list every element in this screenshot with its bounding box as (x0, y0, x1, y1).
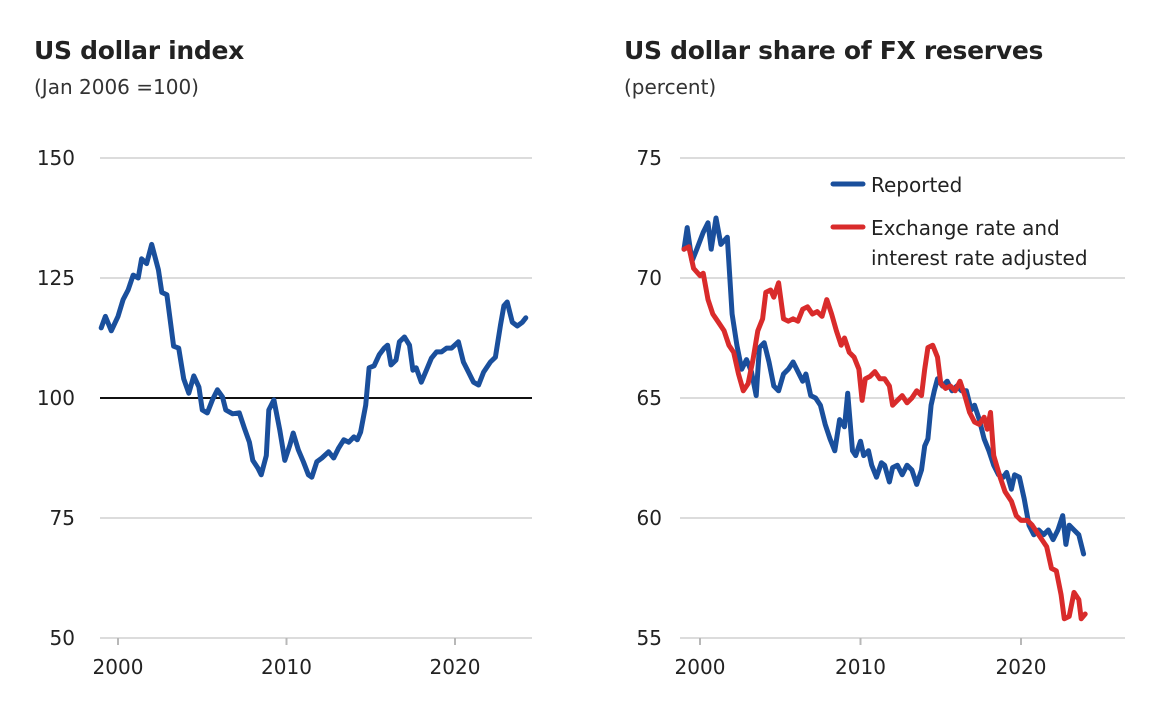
legend-label: Reported (871, 173, 962, 197)
y-tick-label: 150 (37, 146, 75, 170)
y-tick-label: 75 (637, 146, 662, 170)
series-line-us-dollar-index (98, 241, 529, 480)
x-tick-label: 2010 (261, 655, 312, 679)
y-tick-label: 55 (637, 626, 662, 650)
y-tick-label: 65 (637, 386, 662, 410)
y-tick-label: 125 (37, 266, 75, 290)
x-tick-label: 2010 (835, 655, 886, 679)
y-tick-label: 50 (50, 626, 75, 650)
series-line-reported (681, 215, 1087, 557)
right-chart: 55 60 65 70 75 2000 2010 2020 Reported Exchange r… (637, 146, 1125, 679)
x-tick-label: 2000 (675, 655, 726, 679)
x-tick-label: 2020 (430, 655, 481, 679)
right-chart-subtitle: (percent) (624, 75, 717, 99)
left-chart-title: US dollar index (34, 36, 244, 65)
x-tick-label: 2020 (996, 655, 1047, 679)
left-chart: 50 75 100 125 150 2000 2010 2020 (37, 146, 532, 679)
x-tick-label: 2000 (93, 655, 144, 679)
left-chart-subtitle: (Jan 2006 =100) (34, 75, 199, 99)
legend-label: Exchange rate and (871, 216, 1060, 240)
right-chart-title: US dollar share of FX reserves (624, 36, 1044, 65)
legend-label: interest rate adjusted (871, 246, 1088, 270)
y-tick-label: 60 (637, 506, 662, 530)
y-tick-label: 70 (637, 266, 662, 290)
series-line-exchange-rate-and-interest-rate-adjusted (681, 244, 1088, 622)
y-tick-label: 75 (50, 506, 75, 530)
y-tick-label: 100 (37, 386, 75, 410)
